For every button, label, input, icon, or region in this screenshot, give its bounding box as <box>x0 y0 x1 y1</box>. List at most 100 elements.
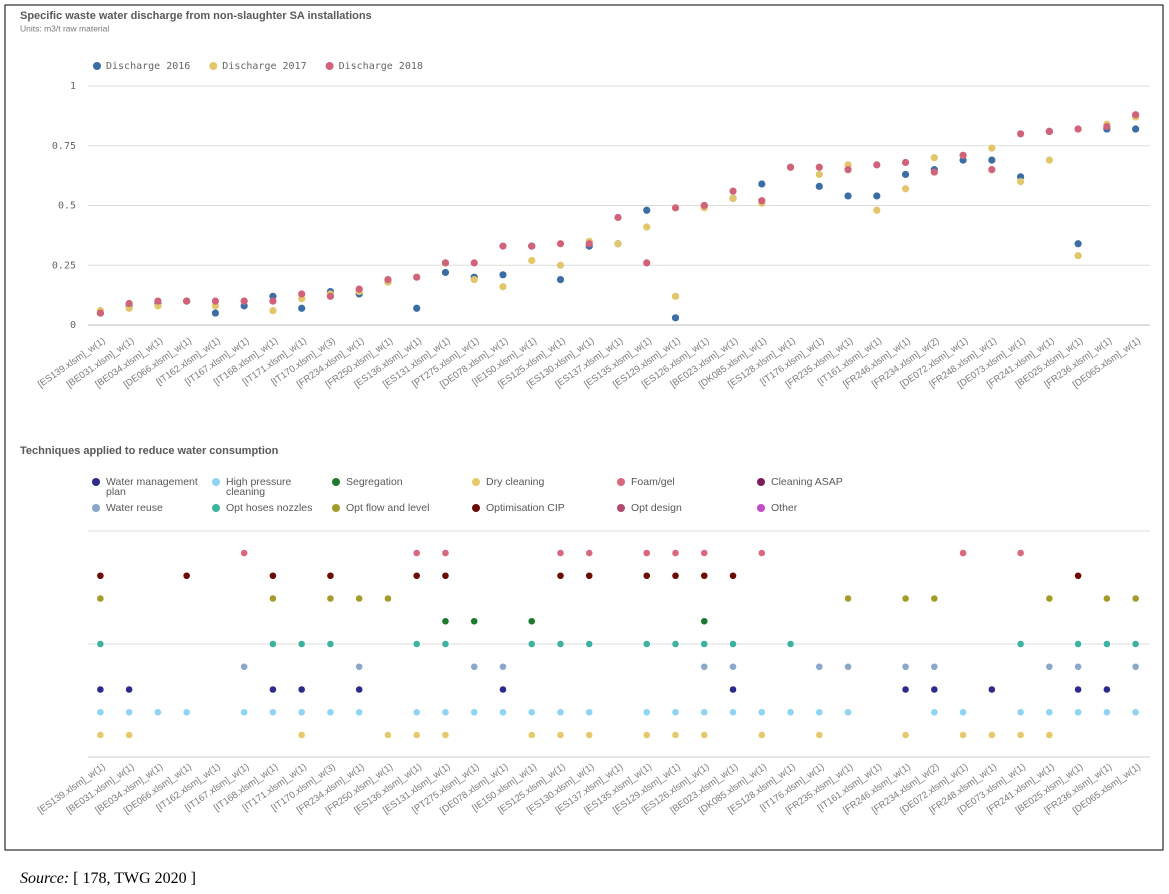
data-point <box>499 242 507 250</box>
technique-dot <box>815 731 824 739</box>
chart-subtitle: Units: m3/t raw material <box>20 23 109 33</box>
technique-dot <box>1102 685 1111 694</box>
technique-dot <box>700 640 709 648</box>
legend-item: Other <box>757 503 869 513</box>
technique-dot <box>901 731 910 739</box>
technique-dot <box>930 594 939 603</box>
legend-item: Opt hoses nozzles <box>212 503 324 513</box>
legend-marker <box>757 504 765 512</box>
data-point <box>1045 127 1053 136</box>
legend-marker <box>212 478 220 486</box>
technique-dot <box>671 571 680 580</box>
legend-label: Opt hoses nozzles <box>226 502 313 514</box>
legend-label: Other <box>771 502 798 514</box>
legend-marker <box>93 62 101 70</box>
legend-item: High pressure cleaning <box>212 477 324 497</box>
technique-dot <box>642 549 651 557</box>
data-point <box>671 314 680 322</box>
source-label: Source: <box>20 870 70 887</box>
technique-dot <box>585 571 594 580</box>
data-point <box>1103 123 1111 131</box>
chart-title: Techniques applied to reduce water consu… <box>20 445 279 457</box>
technique-dot <box>470 708 479 717</box>
technique-dot <box>96 640 105 648</box>
technique-dot <box>585 708 594 717</box>
legend-label: Opt flow and level <box>346 502 430 514</box>
technique-dot <box>671 549 680 557</box>
data-point <box>298 290 306 298</box>
legend-item: Opt design <box>617 503 729 513</box>
technique-dot <box>527 708 536 717</box>
legend-marker <box>472 478 480 486</box>
technique-dot <box>355 685 364 694</box>
technique-dot <box>757 708 766 717</box>
technique-dot <box>355 594 364 603</box>
technique-dot <box>240 549 249 557</box>
legend-label: Segregation <box>346 476 403 488</box>
technique-dot <box>240 708 249 717</box>
legend-label: Discharge 2018 <box>339 61 423 72</box>
technique-dot <box>642 640 651 648</box>
technique-dot <box>844 594 852 603</box>
data-point <box>901 158 910 167</box>
data-point <box>930 168 938 176</box>
technique-dot <box>412 708 421 717</box>
data-point <box>355 285 363 293</box>
data-point <box>671 204 680 212</box>
technique-dot <box>96 571 105 580</box>
technique-dot <box>1074 685 1083 694</box>
data-point <box>901 185 910 193</box>
technique-dot <box>297 685 306 694</box>
technique-dot <box>269 708 277 717</box>
technique-dot <box>499 708 507 717</box>
legend-label: Dry cleaning <box>486 476 545 488</box>
technique-dot <box>700 662 709 671</box>
technique-dot <box>729 662 737 671</box>
technique-dot <box>729 640 737 648</box>
source-text: [ 178, TWG 2020 ] <box>73 870 196 887</box>
data-point <box>585 240 593 248</box>
technique-dot <box>441 640 450 648</box>
technique-dot <box>700 571 709 580</box>
data-point <box>988 144 996 152</box>
legend-marker <box>92 504 100 512</box>
legend-label: Foam/gel <box>631 476 675 488</box>
technique-dot <box>930 708 939 717</box>
technique-dot <box>1131 594 1140 603</box>
technique-dot <box>700 549 709 557</box>
technique-dot <box>326 571 335 580</box>
data-point <box>758 180 766 188</box>
legend-label: Discharge 2016 <box>106 61 190 72</box>
technique-dot <box>1074 708 1083 717</box>
technique-dot <box>441 708 450 717</box>
technique-dot <box>470 617 479 626</box>
technique-dot <box>269 685 277 694</box>
data-point <box>901 170 910 179</box>
technique-dot <box>1016 731 1025 739</box>
technique-dot <box>671 640 680 648</box>
technique-dot <box>96 685 105 694</box>
technique-dot <box>556 708 565 717</box>
technique-dot <box>441 617 450 626</box>
technique-dot <box>326 594 335 603</box>
data-point <box>556 240 565 248</box>
technique-dot <box>96 731 105 739</box>
technique-dot <box>441 731 450 739</box>
data-point <box>1132 111 1140 119</box>
technique-dot <box>815 662 824 671</box>
technique-dot <box>412 731 421 739</box>
legend-marker <box>332 478 340 486</box>
data-point <box>786 163 795 171</box>
technique-dot <box>959 731 967 739</box>
legend-item: Water reuse <box>92 503 204 513</box>
technique-dot <box>1016 549 1025 557</box>
technique-dot <box>1045 708 1054 717</box>
data-point <box>183 297 191 305</box>
chart-title: Specific waste water discharge from non-… <box>20 10 372 22</box>
data-point <box>1074 125 1082 133</box>
legend-label: Water management plan <box>106 476 198 498</box>
technique-dot <box>930 662 939 671</box>
legend-marker <box>757 478 765 486</box>
legend-marker <box>325 62 334 70</box>
data-point <box>269 307 277 315</box>
